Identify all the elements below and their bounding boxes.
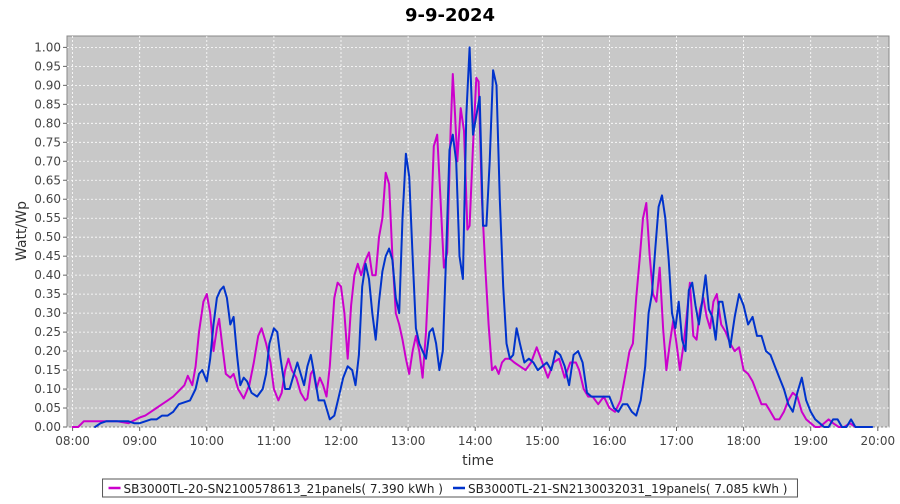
chart-title: 9-9-2024	[405, 5, 495, 26]
y-tick-label: 0.65	[34, 173, 61, 187]
y-tick-label: 0.10	[34, 382, 61, 396]
x-tick-label: 08:00	[55, 434, 90, 448]
y-tick-label: 0.00	[34, 420, 61, 434]
x-axis: 08:00 09:00 10:00 11:00 12:00 13:00 14:00 15:00…	[55, 427, 895, 448]
y-tick-label: 0.60	[34, 192, 61, 206]
y-tick-label: 0.40	[34, 268, 61, 282]
y-tick-label: 0.25	[34, 325, 61, 339]
y-tick-label: 0.20	[34, 344, 61, 358]
legend-label-2: SB3000TL-21-SN2130032031_19panels( 7.085…	[468, 482, 787, 496]
y-tick-label: 0.85	[34, 97, 61, 111]
legend-box	[102, 478, 798, 498]
y-tick-label: 0.70	[34, 154, 61, 168]
series-line-2	[94, 46, 874, 428]
x-tick-label: 16:00	[592, 434, 627, 448]
y-tick-label: 0.90	[34, 78, 61, 92]
y-tick-label: 1.00	[34, 40, 61, 54]
x-tick-label: 10:00	[189, 434, 224, 448]
y-tick-label: 0.35	[34, 287, 61, 301]
gridlines	[67, 36, 889, 428]
y-axis: 0.00 0.05 0.10 0.15 0.20 0.25 0.30 0.35 0.40 0.45…	[34, 40, 67, 434]
y-tick-label: 0.45	[34, 249, 61, 263]
legend-label-1: SB3000TL-20-SN2100578613_21panels( 7.390…	[124, 482, 443, 496]
y-tick-label: 0.80	[34, 116, 61, 130]
y-axis-label: Watt/Wp	[14, 201, 30, 261]
x-tick-label: 15:00	[525, 434, 560, 448]
y-tick-label: 0.15	[34, 363, 61, 377]
x-axis-label: time	[462, 453, 494, 469]
y-tick-label: 0.75	[34, 135, 61, 149]
y-tick-label: 0.55	[34, 211, 61, 225]
y-tick-label: 0.95	[34, 59, 61, 73]
x-tick-label: 18:00	[726, 434, 761, 448]
y-tick-label: 0.05	[34, 401, 61, 415]
x-tick-label: 19:00	[793, 434, 828, 448]
x-tick-label: 13:00	[391, 434, 426, 448]
x-tick-label: 09:00	[122, 434, 157, 448]
x-tick-label: 20:00	[861, 434, 896, 448]
y-tick-label: 0.30	[34, 306, 61, 320]
x-tick-label: 11:00	[257, 434, 292, 448]
x-tick-label: 14:00	[458, 434, 493, 448]
y-tick-label: 0.50	[34, 230, 61, 244]
legend: SB3000TL-20-SN2100578613_21panels( 7.390…	[102, 478, 798, 498]
series-lines	[71, 46, 874, 428]
x-tick-label: 17:00	[659, 434, 694, 448]
x-tick-label: 12:00	[324, 434, 359, 448]
